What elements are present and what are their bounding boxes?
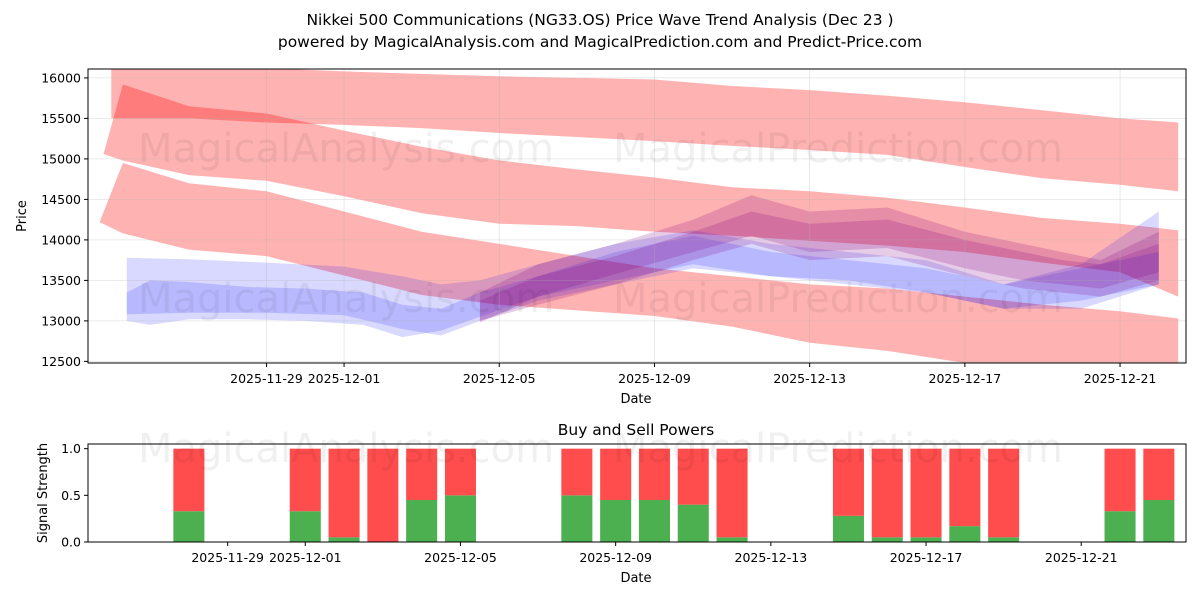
power-x-label: Date [620,571,651,586]
price-x-tick-label: 2025-12-09 [618,371,691,386]
watermark-analysis: MagicalAnalysis.com [138,126,554,172]
power-x-tick-label: 2025-12-17 [890,550,963,565]
power-x-tick-label: 2025-12-21 [1045,550,1118,565]
buy-power-bar [716,537,748,542]
sell-power-bar [716,448,748,538]
price-y-axis: 12500 13000 13500 14000 14500 15000 15500 16000 [41,70,1186,369]
buy-power-bar [949,526,981,542]
power-title: Buy and Sell Powers [558,421,715,439]
buy-power-bar [289,511,321,542]
power-x-tick-label: 2025-12-13 [735,550,808,565]
price-y-tick-label: 13500 [41,273,81,288]
sell-power-bar [949,448,981,527]
sell-power-bar [367,448,399,542]
price-y-tick-label: 12500 [41,354,81,369]
sell-power-bar [871,448,903,538]
price-x-tick-label: 2025-12-21 [1084,371,1157,386]
sell-power-bar [638,448,670,500]
buy-power-bar [1143,500,1175,542]
sell-power-bar [561,448,593,496]
sell-power-bar [289,448,321,512]
price-y-tick-label: 14500 [41,192,81,207]
buy-power-bar [328,537,360,542]
sell-power-bar [910,448,942,538]
price-x-tick-label: 2025-11-29 [230,371,303,386]
price-bands [99,69,1179,363]
price-y-tick-label: 16000 [41,70,81,85]
red-wave-band-1 [111,69,1179,192]
red-wave-band-3 [99,163,1179,363]
sell-power-bar [677,448,709,505]
power-bars [173,448,1175,542]
red-wave-band-2 [103,84,1179,297]
sell-power-bar [600,448,632,500]
purple-wave-band-2 [479,211,1159,321]
price-y-tick-label: 15000 [41,151,81,166]
sell-power-bar [1143,448,1175,500]
price-x-tick-label: 2025-12-13 [773,371,846,386]
power-x-tick-label: 2025-12-09 [579,550,652,565]
buy-power-bar [910,537,942,542]
watermark-prediction-3: MagicalPrediction.com [613,426,1063,472]
power-y-label: Signal Strength [36,443,51,543]
power-panel-frame [87,443,1187,543]
sell-power-bar [1104,448,1136,512]
power-y-tick-label: 0.0 [61,535,81,550]
price-x-axis: 2025-11-29 2025-12-01 2025-12-05 2025-12-09… [230,69,1156,386]
price-x-tick-label: 2025-12-17 [929,371,1002,386]
price-panel: MagicalAnalysis.com MagicalPrediction.co… [15,68,1187,407]
buy-power-bar [871,537,903,542]
blue-wave-band-1 [126,211,1159,336]
chart-title: Nikkei 500 Communications (NG33.OS) Pric… [306,11,893,29]
power-y-tick-label: 0.5 [61,488,81,503]
power-x-tick-label: 2025-12-05 [424,550,497,565]
buy-power-bar [638,500,670,542]
chart-subtitle: powered by MagicalAnalysis.com and Magic… [278,33,922,51]
blue-wave-band-2 [126,235,1159,338]
price-panel-frame [87,68,1187,364]
price-y-tick-label: 15500 [41,111,81,126]
power-x-tick-label: 2025-11-29 [191,550,264,565]
power-x-axis: 2025-11-29 2025-12-01 2025-12-05 2025-12-09… [191,542,1118,565]
buy-power-bar [677,504,709,542]
power-x-tick-label: 2025-12-01 [269,550,342,565]
price-x-tick-label: 2025-12-05 [463,371,536,386]
sell-power-bar [832,448,864,516]
price-y-tick-label: 13000 [41,313,81,328]
price-x-label: Date [620,392,651,407]
watermark-prediction: MagicalPrediction.com [613,126,1063,172]
buy-power-bar [444,495,476,542]
buy-power-bar [406,500,438,542]
buy-power-bar [988,537,1020,542]
price-x-tick-label: 2025-12-01 [308,371,381,386]
sell-power-bar [444,448,476,496]
sell-power-bar [328,448,360,538]
power-panel: Buy and Sell Powers MagicalAnalysis.com … [36,421,1187,586]
sell-power-bar [406,448,438,500]
buy-power-bar [600,500,632,542]
price-y-label: Price [15,200,30,232]
buy-power-bar [832,515,864,542]
watermark-analysis-2: MagicalAnalysis.com [138,276,554,322]
power-y-tick-label: 1.0 [61,441,81,456]
buy-power-bar [173,511,205,542]
buy-power-bar [561,495,593,542]
purple-wave-band-1 [479,195,1159,323]
watermark-prediction-2: MagicalPrediction.com [613,276,1063,322]
sell-power-bar [173,448,205,512]
watermark-analysis-3: MagicalAnalysis.com [138,426,554,472]
price-y-tick-label: 14000 [41,232,81,247]
power-y-axis: 0.0 0.5 1.0 [61,441,88,550]
buy-power-bar [1104,511,1136,542]
sell-power-bar [988,448,1020,538]
